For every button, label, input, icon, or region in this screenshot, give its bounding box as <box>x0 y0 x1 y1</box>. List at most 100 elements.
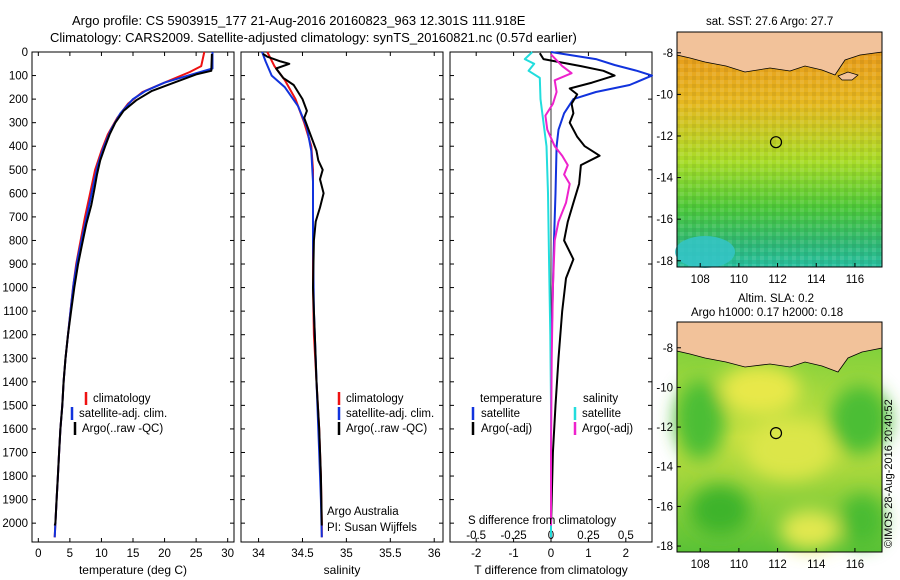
map-y-tick-label: -12 <box>656 131 673 143</box>
series-line-black <box>262 53 325 526</box>
sla-map-axes: 108 110 112 114 116 -8 -10 -12 -14 -16 -18 <box>656 343 864 571</box>
series-line-black <box>538 52 616 526</box>
x-tick-label: 5 <box>67 548 73 560</box>
map-x-tick-label: 108 <box>691 274 710 286</box>
temperature-legend: climatology satellite-adj. clim. Argo(..… <box>70 392 167 435</box>
x2-tick-label: -0.5 <box>466 530 486 542</box>
series-line-blue <box>550 51 653 538</box>
title-line2: Climatology: CARS2009. Satellite-adjuste… <box>50 30 577 45</box>
sla-blob <box>830 385 890 455</box>
series-line-cyan <box>523 51 552 538</box>
series-line-red <box>53 51 206 538</box>
legend-label-t-satellite: satellite <box>481 408 520 420</box>
small-island <box>837 71 859 81</box>
x-tick-label: 0 <box>548 548 554 560</box>
y-tick-label: 700 <box>9 212 28 224</box>
legend-label-t-argo: Argo(-adj) <box>481 423 532 435</box>
map-y-tick-label: -10 <box>656 89 673 101</box>
map-y-tick-label: -12 <box>656 422 673 434</box>
y-tick-label: 1000 <box>2 283 28 295</box>
map-x-tick-label: 116 <box>846 274 864 286</box>
map-y-tick-label: -16 <box>656 501 673 513</box>
map-y-tick-label: -10 <box>656 382 673 394</box>
map-y-tick-label: -18 <box>656 256 673 268</box>
sla-blob <box>690 485 750 535</box>
legend-label-climatology: climatology <box>346 393 404 405</box>
y-tick-label: 500 <box>9 165 28 177</box>
y-tick-label: 100 <box>9 71 28 83</box>
y-tick-label: 900 <box>9 259 28 271</box>
x-tick-label: 15 <box>127 548 140 560</box>
map-x-tick-label: 110 <box>730 559 748 571</box>
s-difference-axis-label: S difference from climatology <box>468 515 616 527</box>
sla-map <box>675 321 890 553</box>
map-x-tick-label: 114 <box>807 274 826 286</box>
series-line-blue <box>53 52 214 538</box>
legend-label-satellite: satellite-adj. clim. <box>346 408 434 420</box>
difference-legend: temperature salinity satellite Argo(-adj… <box>468 393 633 527</box>
x-tick-label: 34 <box>252 548 265 560</box>
sst-cool-patch <box>675 236 735 268</box>
legend-header-temperature: temperature <box>480 393 542 405</box>
sla-blob <box>745 420 835 480</box>
argo-location-marker <box>769 136 783 149</box>
sst-map-axes: 108 110 112 114 116 -8 -10 -12 -14 -16 -18 <box>656 48 864 286</box>
salinity-legend: climatology satellite-adj. clim. Argo(..… <box>327 392 434 534</box>
y-tick-label: 2000 <box>2 518 28 530</box>
y-tick-label: 400 <box>9 141 28 153</box>
sla-blobs <box>675 365 890 550</box>
legend-label-s-argo: Argo(-adj) <box>582 423 633 435</box>
legend-label-argo: Argo(..raw -QC) <box>82 423 163 435</box>
sst-map <box>675 31 883 268</box>
x-tick-label: -1 <box>508 548 518 560</box>
y-tick-label: 1400 <box>2 377 28 389</box>
salinity-panel <box>240 51 444 543</box>
map-x-tick-label: 108 <box>691 559 710 571</box>
y-tick-label: 300 <box>9 118 28 130</box>
x-axis-label: salinity <box>324 563 361 577</box>
map-y-tick-label: -8 <box>663 343 673 355</box>
legend-header-salinity: salinity <box>583 393 618 405</box>
x-tick-label: 36 <box>428 548 441 560</box>
annotation-pi: PI: Susan Wijffels <box>327 522 417 534</box>
imos-credit: ©IMOS 28-Aug-2016 20:40:52 <box>883 399 895 548</box>
x-tick-label: 10 <box>95 548 108 560</box>
sla-blob <box>675 380 725 460</box>
x-tick-label: 30 <box>221 548 234 560</box>
x-tick-label: 1 <box>585 548 591 560</box>
x2-tick-label: 0.25 <box>577 530 599 542</box>
series-line-magenta <box>544 53 573 526</box>
y-tick-label: 200 <box>9 94 28 106</box>
x-tick-label: 25 <box>190 548 203 560</box>
sst-map-title: sat. SST: 27.6 Argo: 27.7 <box>706 16 833 28</box>
map-y-tick-label: -8 <box>663 48 673 60</box>
x-tick-label: 35 <box>340 548 353 560</box>
y-tick-label: 0 <box>22 47 28 59</box>
series-line-black <box>53 53 213 526</box>
map-x-tick-label: 110 <box>730 274 748 286</box>
sla-map-title-line1: Altim. SLA: 0.2 <box>738 293 814 305</box>
legend-label-climatology: climatology <box>93 393 151 405</box>
sla-map-title-line2: Argo h1000: 0.17 h2000: 0.18 <box>691 307 843 319</box>
y-tick-label: 1500 <box>2 400 28 412</box>
sst-heatmap-texture <box>677 32 882 267</box>
legend-label-satellite: satellite-adj. clim. <box>79 408 167 420</box>
x-axis-label: temperature (deg C) <box>79 563 187 577</box>
annotation-argo-australia: Argo Australia <box>327 506 399 518</box>
map-x-tick-label: 112 <box>768 274 786 286</box>
salinity-chart: 34 34.5 35 35.5 36 salinity <box>241 51 443 577</box>
land-mass <box>676 31 883 76</box>
x-tick-label: 0 <box>35 548 41 560</box>
land-mass <box>676 321 883 373</box>
x2-tick-label: -0.25 <box>500 530 526 542</box>
map-y-tick-label: -16 <box>656 214 673 226</box>
sst-map-frame <box>676 31 883 268</box>
temperature-panel <box>31 51 235 543</box>
map-x-tick-label: 116 <box>846 559 864 571</box>
y-tick-label: 1600 <box>2 424 28 436</box>
x-tick-label: 20 <box>158 548 171 560</box>
y-tick-label: 1200 <box>2 330 28 342</box>
temperature-chart: 0100200300400500600700800900100011001200… <box>2 47 234 577</box>
x-axis-label: T difference from climatology <box>474 563 628 577</box>
